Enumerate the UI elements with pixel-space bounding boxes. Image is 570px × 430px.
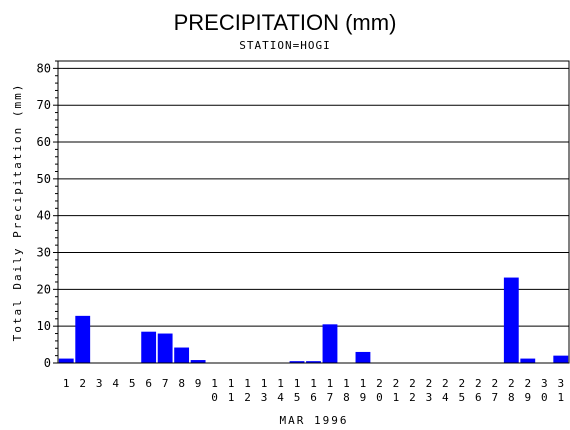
y-tick-label: 70	[37, 98, 51, 112]
bar	[520, 358, 536, 363]
x-axis-label: MAR 1996	[280, 414, 349, 427]
x-tick-label: 6	[145, 377, 152, 390]
x-tick-label: 3	[96, 377, 103, 390]
bar	[503, 277, 519, 363]
bar	[322, 324, 338, 363]
plot-area-frame	[57, 60, 570, 364]
x-tick-label: 2	[79, 377, 86, 390]
bar	[190, 360, 206, 363]
x-tick-label: 1	[63, 377, 70, 390]
y-axis-label: Total Daily Precipitation (mm)	[11, 83, 24, 342]
x-tick-label: 4	[112, 377, 119, 390]
bar	[355, 351, 371, 363]
y-tick-label: 30	[37, 246, 51, 260]
y-tick-label: 40	[37, 209, 51, 223]
x-tick-label: 5	[129, 377, 136, 390]
x-axis-ticks: 1 2 3 4 5 6 7 8 9 1 01 11 21 31 41 51 61 71 81 92 02 12 22 32 42…	[63, 377, 564, 404]
y-tick-label: 0	[44, 356, 51, 370]
x-tick-label: 8	[178, 377, 185, 390]
bar	[141, 331, 157, 363]
gridlines	[58, 67, 569, 327]
y-tick-label: 50	[37, 172, 51, 186]
bar	[553, 355, 569, 363]
y-tick-label: 60	[37, 135, 51, 149]
x-tick-label: 9	[195, 377, 202, 390]
bar	[174, 347, 190, 363]
bar	[58, 358, 74, 363]
bar	[306, 361, 321, 363]
bar	[289, 361, 305, 363]
chart-title: PRECIPITATION (mm)	[174, 10, 397, 35]
bar	[157, 333, 173, 363]
y-tick-label: 20	[37, 282, 51, 296]
x-tick-label: 7	[162, 377, 169, 390]
chart-subtitle: STATION=HOGI	[239, 39, 330, 52]
y-tick-label: 80	[37, 61, 51, 75]
bar	[75, 315, 91, 363]
y-tick-label: 10	[37, 319, 51, 333]
y-axis-ticks: 0 10 20 30 40 50 60 70 80	[37, 60, 58, 370]
bars	[58, 277, 569, 363]
